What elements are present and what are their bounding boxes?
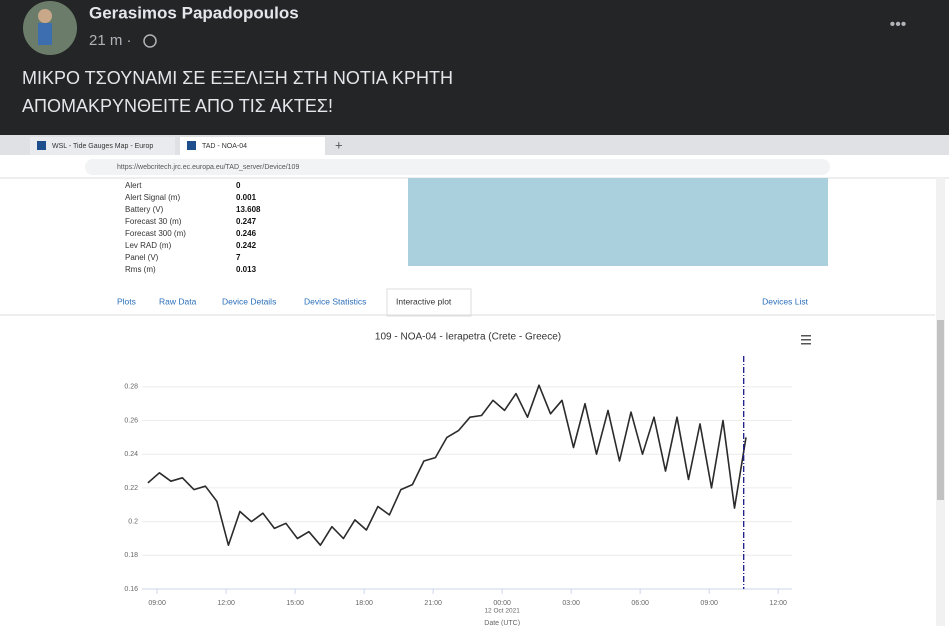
nav-tab[interactable]: Device Statistics <box>304 296 366 306</box>
line-series <box>147 384 747 546</box>
nav-tab[interactable]: Devices List <box>762 296 808 306</box>
map[interactable] <box>408 178 828 266</box>
x-tick-label: 06:00 <box>631 600 649 607</box>
row-value: 0.013 <box>236 265 257 274</box>
x-tick-label: 15:00 <box>286 600 304 607</box>
row-label: Battery (V) <box>125 205 164 214</box>
x-tick-label: 12:00 <box>769 600 787 607</box>
row-label: Forecast 300 (m) <box>125 229 186 238</box>
post-text: ΑΠΟΜΑΚΡΥΝΘΕΙΤΕ ΑΠΟ ΤΙΣ ΑΚΤΕΣ! <box>22 96 333 116</box>
x-annotation: 12 Oct 2021 <box>484 608 520 615</box>
nav-tab[interactable]: Device Details <box>222 296 276 306</box>
row-label: Rms (m) <box>125 265 156 274</box>
tab-title: WSL - Tide Gauges Map - Europ <box>52 143 153 150</box>
menu-bar <box>801 335 811 337</box>
tab-icon <box>187 141 196 150</box>
row-label: Panel (V) <box>125 253 159 262</box>
active-tab <box>386 288 472 317</box>
row-value: 7 <box>236 253 241 262</box>
post-time[interactable]: 21 m · <box>89 32 132 49</box>
y-tick-label: 0.26 <box>124 417 138 424</box>
row-value: 0 <box>236 181 241 190</box>
menu-bar <box>801 339 811 341</box>
chart-title: 109 - NOA-04 - Ierapetra (Crete - Greece… <box>375 332 561 343</box>
y-tick-label: 0.22 <box>124 485 138 492</box>
x-tick-label: 21:00 <box>424 600 442 607</box>
tab-title: TAD - NOA-04 <box>202 143 247 150</box>
row-value: 13.608 <box>236 205 261 214</box>
y-tick-label: 0.24 <box>124 451 138 458</box>
x-tick-label: 09:00 <box>148 600 166 607</box>
y-tick-label: 0.18 <box>124 552 138 559</box>
nav-tabs: Plots Raw Data Device Details Device Statis… <box>117 288 809 317</box>
row-label: Forecast 30 (m) <box>125 217 182 226</box>
nav-tab[interactable]: Interactive plot <box>396 296 452 306</box>
tab-icon <box>37 141 46 150</box>
row-label: Alert <box>125 181 142 190</box>
x-tick-label: 18:00 <box>355 600 373 607</box>
x-tick-label: 12:00 <box>217 600 235 607</box>
y-tick-label: 0.2 <box>128 518 138 525</box>
menu-button[interactable] <box>801 335 811 345</box>
scroll-thumb[interactable] <box>937 320 944 500</box>
author[interactable]: Gerasimos Papadopoulos <box>89 3 299 22</box>
avatar-figure <box>38 9 52 23</box>
post-text: ΜΙΚΡΟ ΤΣΟΥΝΑΜΙ ΣΕ ΕΞΕΛΙΞΗ ΣΤΗ ΝΟΤΙΑ ΚΡΗΤ… <box>22 68 453 88</box>
row-label: Lev RAD (m) <box>125 241 172 250</box>
nav-tab[interactable]: Raw Data <box>159 296 197 306</box>
avatar-figure <box>38 23 52 45</box>
row-value: 0.246 <box>236 229 257 238</box>
plot: 0.16 0.18 0.2 0.22 0.24 0.26 0.28 09:00 12:00 15:… <box>124 356 792 626</box>
row-label: Alert Signal (m) <box>125 193 180 202</box>
device-table: Alert 0 Alert Signal (m) 0.001 Battery (V) 13… <box>125 181 261 274</box>
url-field[interactable] <box>85 159 830 175</box>
menu-bar <box>801 343 811 345</box>
nav-tab[interactable]: Plots <box>117 296 136 306</box>
post-header <box>0 0 949 135</box>
x-tick-label: 09:00 <box>700 600 718 607</box>
y-tick-label: 0.16 <box>124 586 138 593</box>
new-tab[interactable]: + <box>335 137 343 152</box>
tab[interactable] <box>30 137 175 155</box>
row-value: 0.001 <box>236 193 257 202</box>
row-value: 0.242 <box>236 241 257 250</box>
y-tick-label: 0.28 <box>124 384 138 391</box>
globe-icon <box>143 34 157 48</box>
more-button[interactable]: ••• <box>890 16 907 33</box>
row-value: 0.247 <box>236 217 257 226</box>
url: https://webcritech.jrc.ec.europa.eu/TAD_… <box>117 164 299 171</box>
x-axis-title: Date (UTC) <box>484 620 520 626</box>
x-tick-label: 00:00 <box>493 600 511 607</box>
x-tick-label: 03:00 <box>562 600 580 607</box>
tab-active[interactable] <box>180 137 325 155</box>
